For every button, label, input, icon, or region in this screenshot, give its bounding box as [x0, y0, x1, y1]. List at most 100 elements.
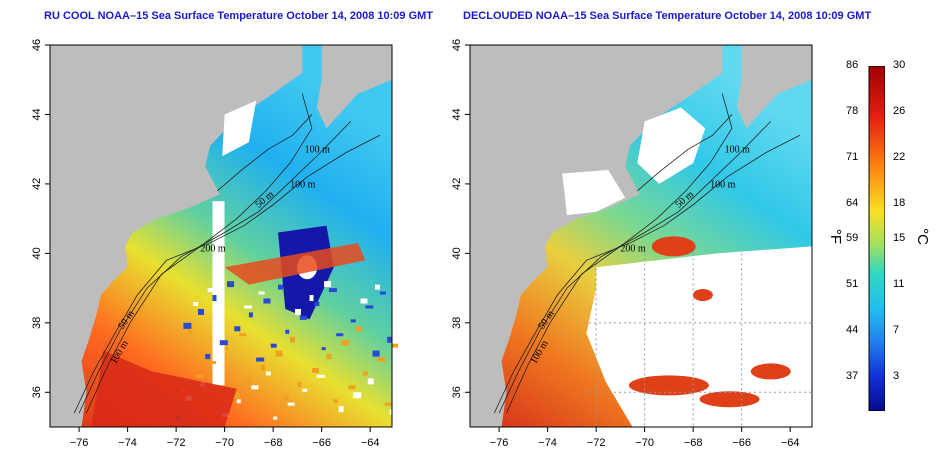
y-tick-label-4: 38: [31, 317, 43, 329]
cloud-mask-coast: [562, 170, 626, 216]
warm-patch-4: [651, 236, 696, 257]
speckle-27: [197, 308, 204, 315]
speckle-9: [328, 288, 337, 293]
right-map-panel: 100 m 100 m 50 m 200 m 50 m 100 m −76 −74 −72 −70…: [420, 0, 840, 475]
cloud-streak: [212, 201, 225, 386]
speckle-49: [207, 288, 216, 293]
speckle-50: [297, 381, 302, 387]
celsius-tick-3: 18: [893, 197, 906, 209]
speckle-5: [188, 329, 193, 334]
speckle-38: [311, 367, 319, 373]
speckle-32: [210, 361, 217, 365]
speckle-48: [336, 333, 344, 337]
celsius-tick-7: 3: [893, 369, 900, 382]
plot-frame: [469, 44, 813, 428]
speckle-53: [348, 385, 356, 390]
celsius-tick-5: 11: [893, 277, 905, 290]
speckle-6: [278, 284, 283, 290]
nova-scotia-land: [316, 45, 392, 129]
speckle-20: [224, 347, 229, 351]
depth-contour-2: [86, 93, 313, 414]
speckle-29: [377, 357, 386, 362]
contour-label-0: 100 m: [305, 145, 331, 156]
speckle-69: [256, 357, 265, 362]
warm-patch-1: [699, 391, 760, 408]
celsius-tick-4: 15: [893, 231, 906, 244]
speckle-1: [265, 371, 271, 376]
fahrenheit-tick-5: 51: [846, 277, 859, 290]
speckle-68: [384, 402, 392, 406]
speckle-19: [353, 392, 362, 399]
x-tick-label-1: −74: [118, 437, 137, 449]
speckle-21: [314, 301, 320, 306]
warm-patch-2: [750, 363, 791, 380]
speckle-13: [251, 385, 259, 390]
cloud-patch-north: [222, 100, 257, 157]
speckle-15: [212, 295, 217, 302]
speckle-63: [372, 350, 380, 357]
speckle-3: [227, 281, 235, 288]
y-tick-label-3: 40: [31, 247, 43, 259]
depth-contour-3: [637, 114, 733, 192]
speckle-58: [360, 298, 368, 304]
x-tick-label-5: −66: [312, 437, 331, 449]
depth-contour-3: [217, 114, 313, 192]
speckle-45: [285, 329, 290, 334]
contour-label-1: 100 m: [710, 179, 736, 190]
speckle-61: [193, 301, 199, 306]
x-tick-label-5: −66: [732, 437, 751, 449]
x-tick-label-2: −72: [587, 437, 606, 449]
speckle-8: [239, 333, 247, 337]
celsius-tick-1: 26: [893, 105, 906, 117]
contour-label-3: 200 m: [620, 244, 646, 255]
y-tick-label-2: 42: [31, 178, 43, 190]
fahrenheit-tick-2: 71: [846, 151, 859, 163]
speckle-44: [195, 374, 204, 378]
speckle-47: [246, 378, 253, 385]
x-tick-label-3: −70: [215, 437, 234, 449]
y-tick-label-0: 46: [451, 39, 463, 51]
speckle-17: [392, 343, 398, 348]
y-tick-label-5: 36: [31, 386, 43, 398]
speckle-25: [236, 399, 241, 404]
celsius-unit-label: °C: [913, 228, 931, 245]
speckle-40: [273, 416, 278, 420]
speckle-66: [205, 354, 211, 360]
depth-contour-0: [73, 134, 381, 414]
celsius-tick-0: 30: [893, 59, 906, 71]
contour-label-3: 200 m: [200, 244, 226, 255]
speckle-7: [367, 378, 374, 385]
speckle-24: [365, 305, 374, 309]
speckle-62: [282, 395, 289, 401]
speckle-12: [379, 291, 386, 295]
x-tick-label-3: −70: [635, 437, 654, 449]
speckle-55: [309, 295, 314, 302]
speckle-43: [324, 281, 332, 288]
speckle-11: [290, 336, 296, 343]
cloud-mask-gulf: [637, 107, 706, 184]
warm-band: [91, 350, 237, 427]
warm-patch-3: [692, 289, 713, 302]
y-tick-label-2: 42: [451, 178, 463, 190]
speckle-54: [219, 340, 228, 346]
depth-contour-2: [506, 93, 733, 414]
y-tick-label-1: 44: [451, 108, 463, 120]
depth-contour-0: [493, 134, 801, 414]
speckle-34: [389, 409, 398, 415]
speckle-60: [321, 347, 326, 351]
x-tick-label-1: −74: [538, 437, 557, 449]
left-map-title: RU COOL NOAA–15 Sea Surface Temperature …: [44, 10, 434, 22]
x-tick-label-6: −64: [781, 437, 800, 449]
speckle-41: [362, 371, 368, 376]
cloud-mask-offshore: [586, 246, 812, 427]
colorbar-fill: [868, 65, 886, 412]
speckle-36: [350, 319, 356, 323]
fahrenheit-tick-6: 44: [846, 323, 859, 336]
speckle-31: [338, 406, 344, 413]
speckle-16: [302, 388, 308, 392]
speckle-64: [244, 305, 253, 309]
speckle-28: [287, 402, 295, 406]
warm-stream: [224, 242, 366, 285]
contour-label-0: 100 m: [725, 145, 751, 156]
